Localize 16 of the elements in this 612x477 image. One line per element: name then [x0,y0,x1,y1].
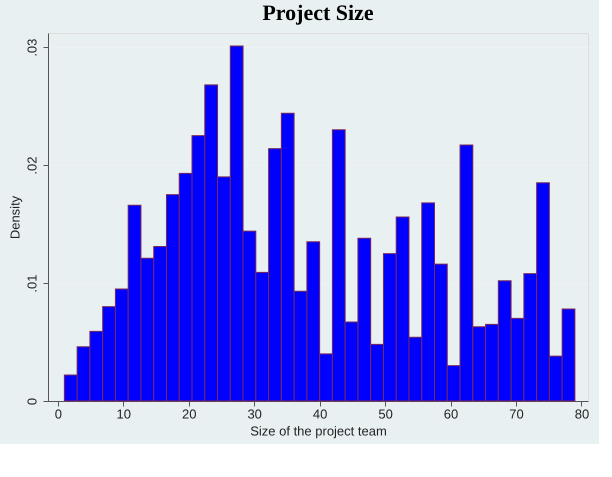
x-tick-label: 80 [574,406,590,422]
chart-title: Project Size [262,0,374,25]
y-axis-title: Density [8,195,22,240]
y-tick-label: .01 [24,274,40,293]
x-tick-label: 30 [247,406,262,422]
y-tick-label: .03 [24,38,40,57]
x-tick-label: 40 [312,406,328,422]
x-axis-title: Size of the project team [250,424,387,438]
x-tick-label: 70 [509,406,524,422]
x-tick-label: 20 [182,406,196,422]
y-tick-label: 0 [24,398,40,406]
y-tick-label: .02 [24,156,40,175]
x-tick-label: 50 [378,406,393,422]
x-tick-label: 10 [116,406,132,422]
x-tick-label: 60 [444,406,458,422]
x-tick-label: 0 [54,406,62,422]
